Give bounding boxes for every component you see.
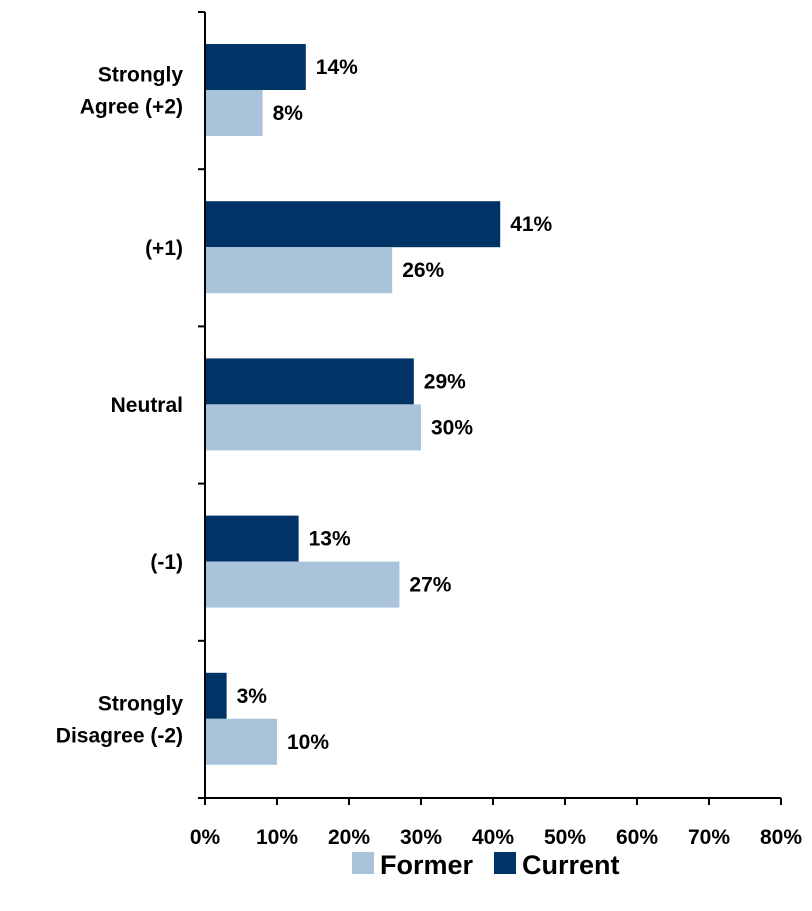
- bar-former: [205, 718, 277, 765]
- x-tick-label: 40%: [472, 826, 514, 849]
- category-label-line: Strongly: [98, 64, 183, 87]
- bar-current: [205, 672, 227, 719]
- bar-current: [205, 44, 306, 90]
- category-label-line: Agree (+2): [80, 96, 183, 119]
- bar-former: [205, 404, 421, 451]
- x-tick-label: 60%: [616, 826, 658, 849]
- legend-label-former: Former: [380, 850, 474, 880]
- x-tick-label: 70%: [688, 826, 730, 849]
- bar-former: [205, 90, 263, 136]
- data-label-former: 27%: [409, 574, 451, 597]
- bar-former: [205, 247, 393, 294]
- data-label-former: 10%: [287, 731, 329, 754]
- bar-current: [205, 201, 501, 248]
- category-label: Neutral: [111, 394, 183, 417]
- x-tick-label: 0%: [190, 826, 221, 849]
- legend-swatch-former: [352, 852, 374, 874]
- category-label-line: Neutral: [111, 394, 183, 417]
- category-label-line: Strongly: [98, 692, 183, 715]
- category-label: (-1): [150, 551, 183, 574]
- bar-current: [205, 358, 414, 405]
- category-label: (+1): [145, 237, 183, 260]
- x-tick-label: 50%: [544, 826, 586, 849]
- data-label-current: 29%: [424, 370, 466, 393]
- data-label-former: 8%: [273, 102, 304, 125]
- data-label-current: 3%: [237, 685, 268, 708]
- legend-label-current: Current: [522, 850, 620, 880]
- legend-swatch-current: [494, 852, 516, 874]
- labels-layer: 14% 8% Strongly Agree (+2) 41% 26% (+1) 29% 30% N…: [56, 56, 553, 754]
- bars-layer: [205, 44, 501, 765]
- category-label: Strongly Agree (+2): [80, 64, 184, 119]
- category-label-line: (+1): [145, 237, 183, 260]
- data-label-current: 41%: [510, 213, 552, 236]
- x-tick-label: 30%: [400, 826, 442, 849]
- category-label-line: Disagree (-2): [56, 724, 183, 747]
- bar-former: [205, 561, 400, 608]
- category-label-line: (-1): [150, 551, 183, 574]
- axes-layer: 0% 10% 20% 30% 40% 50% 60% 70% 80%: [190, 11, 802, 849]
- legend: Former Current: [352, 850, 620, 880]
- bar-current: [205, 515, 299, 562]
- data-label-former: 26%: [402, 259, 444, 282]
- x-tick-label: 10%: [256, 826, 298, 849]
- data-label-current: 13%: [309, 528, 351, 551]
- x-tick-label: 20%: [328, 826, 370, 849]
- data-label-current: 14%: [316, 56, 358, 79]
- category-label: Strongly Disagree (-2): [56, 692, 184, 747]
- data-label-former: 30%: [431, 416, 473, 439]
- x-tick-label: 80%: [760, 826, 802, 849]
